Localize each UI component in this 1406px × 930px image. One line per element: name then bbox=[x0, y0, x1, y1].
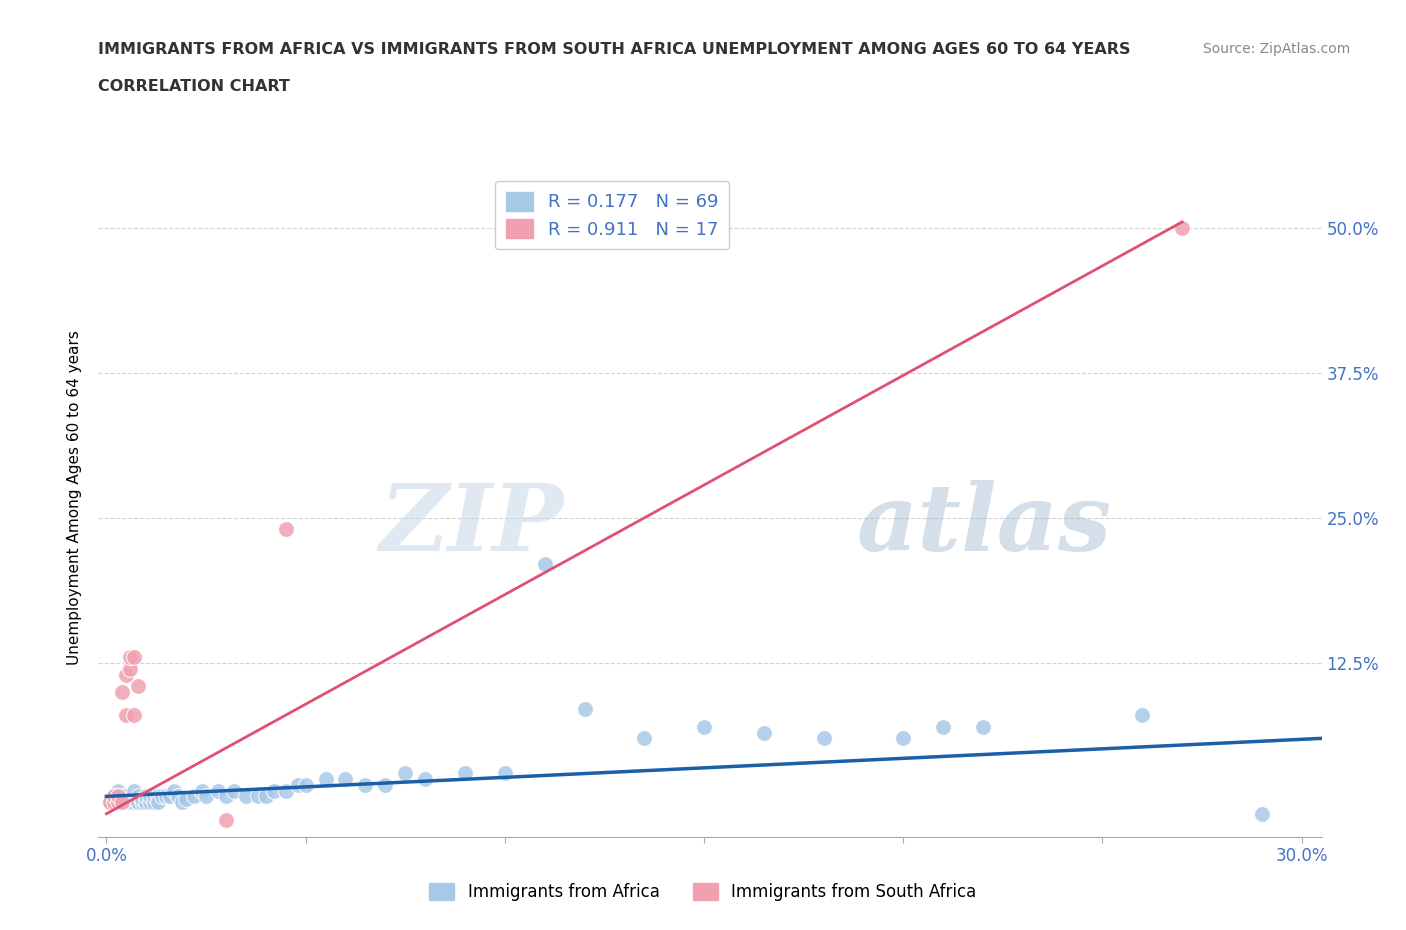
Point bbox=[167, 789, 190, 804]
Point bbox=[394, 765, 416, 780]
Point bbox=[972, 719, 994, 734]
Point bbox=[1250, 806, 1272, 821]
Point bbox=[263, 783, 285, 798]
Point bbox=[124, 708, 146, 723]
Point bbox=[100, 795, 122, 810]
Point bbox=[100, 795, 122, 810]
Point bbox=[139, 795, 162, 810]
Y-axis label: Unemployment Among Ages 60 to 64 years: Unemployment Among Ages 60 to 64 years bbox=[67, 330, 83, 665]
Point bbox=[148, 789, 170, 804]
Point bbox=[172, 795, 194, 810]
Point bbox=[120, 661, 142, 676]
Point bbox=[120, 791, 142, 806]
Point bbox=[111, 789, 134, 804]
Legend: R = 0.177   N = 69, R = 0.911   N = 17: R = 0.177 N = 69, R = 0.911 N = 17 bbox=[495, 180, 730, 249]
Point bbox=[354, 777, 377, 792]
Point bbox=[315, 772, 337, 787]
Point bbox=[127, 795, 149, 810]
Point bbox=[235, 789, 257, 804]
Point bbox=[131, 791, 153, 806]
Point bbox=[891, 731, 914, 746]
Point bbox=[120, 795, 142, 810]
Point bbox=[107, 795, 129, 810]
Point bbox=[120, 650, 142, 665]
Point bbox=[150, 789, 173, 804]
Point bbox=[533, 557, 555, 572]
Point bbox=[932, 719, 955, 734]
Point bbox=[163, 783, 186, 798]
Point bbox=[254, 789, 277, 804]
Point bbox=[115, 791, 138, 806]
Point bbox=[294, 777, 316, 792]
Point bbox=[148, 795, 170, 810]
Point bbox=[413, 772, 436, 787]
Point bbox=[103, 795, 125, 810]
Point bbox=[143, 795, 166, 810]
Point bbox=[124, 783, 146, 798]
Text: Source: ZipAtlas.com: Source: ZipAtlas.com bbox=[1202, 42, 1350, 56]
Point bbox=[159, 789, 181, 804]
Point bbox=[131, 795, 153, 810]
Point bbox=[454, 765, 477, 780]
Point bbox=[374, 777, 396, 792]
Point bbox=[215, 812, 238, 827]
Point bbox=[127, 679, 149, 694]
Point bbox=[274, 522, 297, 537]
Point bbox=[115, 789, 138, 804]
Legend: Immigrants from Africa, Immigrants from South Africa: Immigrants from Africa, Immigrants from … bbox=[423, 876, 983, 908]
Point bbox=[246, 789, 269, 804]
Point bbox=[115, 667, 138, 682]
Point bbox=[574, 702, 596, 717]
Point bbox=[752, 725, 775, 740]
Point bbox=[222, 783, 245, 798]
Point bbox=[155, 789, 177, 804]
Point bbox=[124, 795, 146, 810]
Point bbox=[693, 719, 716, 734]
Point bbox=[813, 731, 835, 746]
Point bbox=[174, 791, 197, 806]
Point bbox=[103, 795, 125, 810]
Point bbox=[124, 650, 146, 665]
Point bbox=[215, 789, 238, 804]
Point bbox=[111, 795, 134, 810]
Point bbox=[633, 731, 655, 746]
Point bbox=[111, 684, 134, 699]
Point bbox=[107, 791, 129, 806]
Text: CORRELATION CHART: CORRELATION CHART bbox=[98, 79, 290, 94]
Point bbox=[143, 789, 166, 804]
Point bbox=[139, 789, 162, 804]
Point bbox=[191, 783, 214, 798]
Point bbox=[107, 789, 129, 804]
Text: ZIP: ZIP bbox=[380, 480, 564, 570]
Point bbox=[111, 795, 134, 810]
Point bbox=[124, 791, 146, 806]
Point bbox=[195, 789, 218, 804]
Point bbox=[103, 789, 125, 804]
Point bbox=[115, 708, 138, 723]
Point bbox=[111, 795, 134, 810]
Point bbox=[287, 777, 309, 792]
Point bbox=[1171, 220, 1194, 235]
Point bbox=[107, 795, 129, 810]
Point bbox=[107, 783, 129, 798]
Text: IMMIGRANTS FROM AFRICA VS IMMIGRANTS FROM SOUTH AFRICA UNEMPLOYMENT AMONG AGES 6: IMMIGRANTS FROM AFRICA VS IMMIGRANTS FRO… bbox=[98, 42, 1130, 57]
Point bbox=[135, 795, 157, 810]
Point bbox=[115, 795, 138, 810]
Point bbox=[207, 783, 229, 798]
Point bbox=[127, 795, 149, 810]
Point bbox=[103, 789, 125, 804]
Point bbox=[127, 789, 149, 804]
Text: atlas: atlas bbox=[856, 480, 1112, 570]
Point bbox=[335, 772, 357, 787]
Point bbox=[183, 789, 205, 804]
Point bbox=[135, 789, 157, 804]
Point bbox=[1130, 708, 1153, 723]
Point bbox=[494, 765, 516, 780]
Point bbox=[274, 783, 297, 798]
